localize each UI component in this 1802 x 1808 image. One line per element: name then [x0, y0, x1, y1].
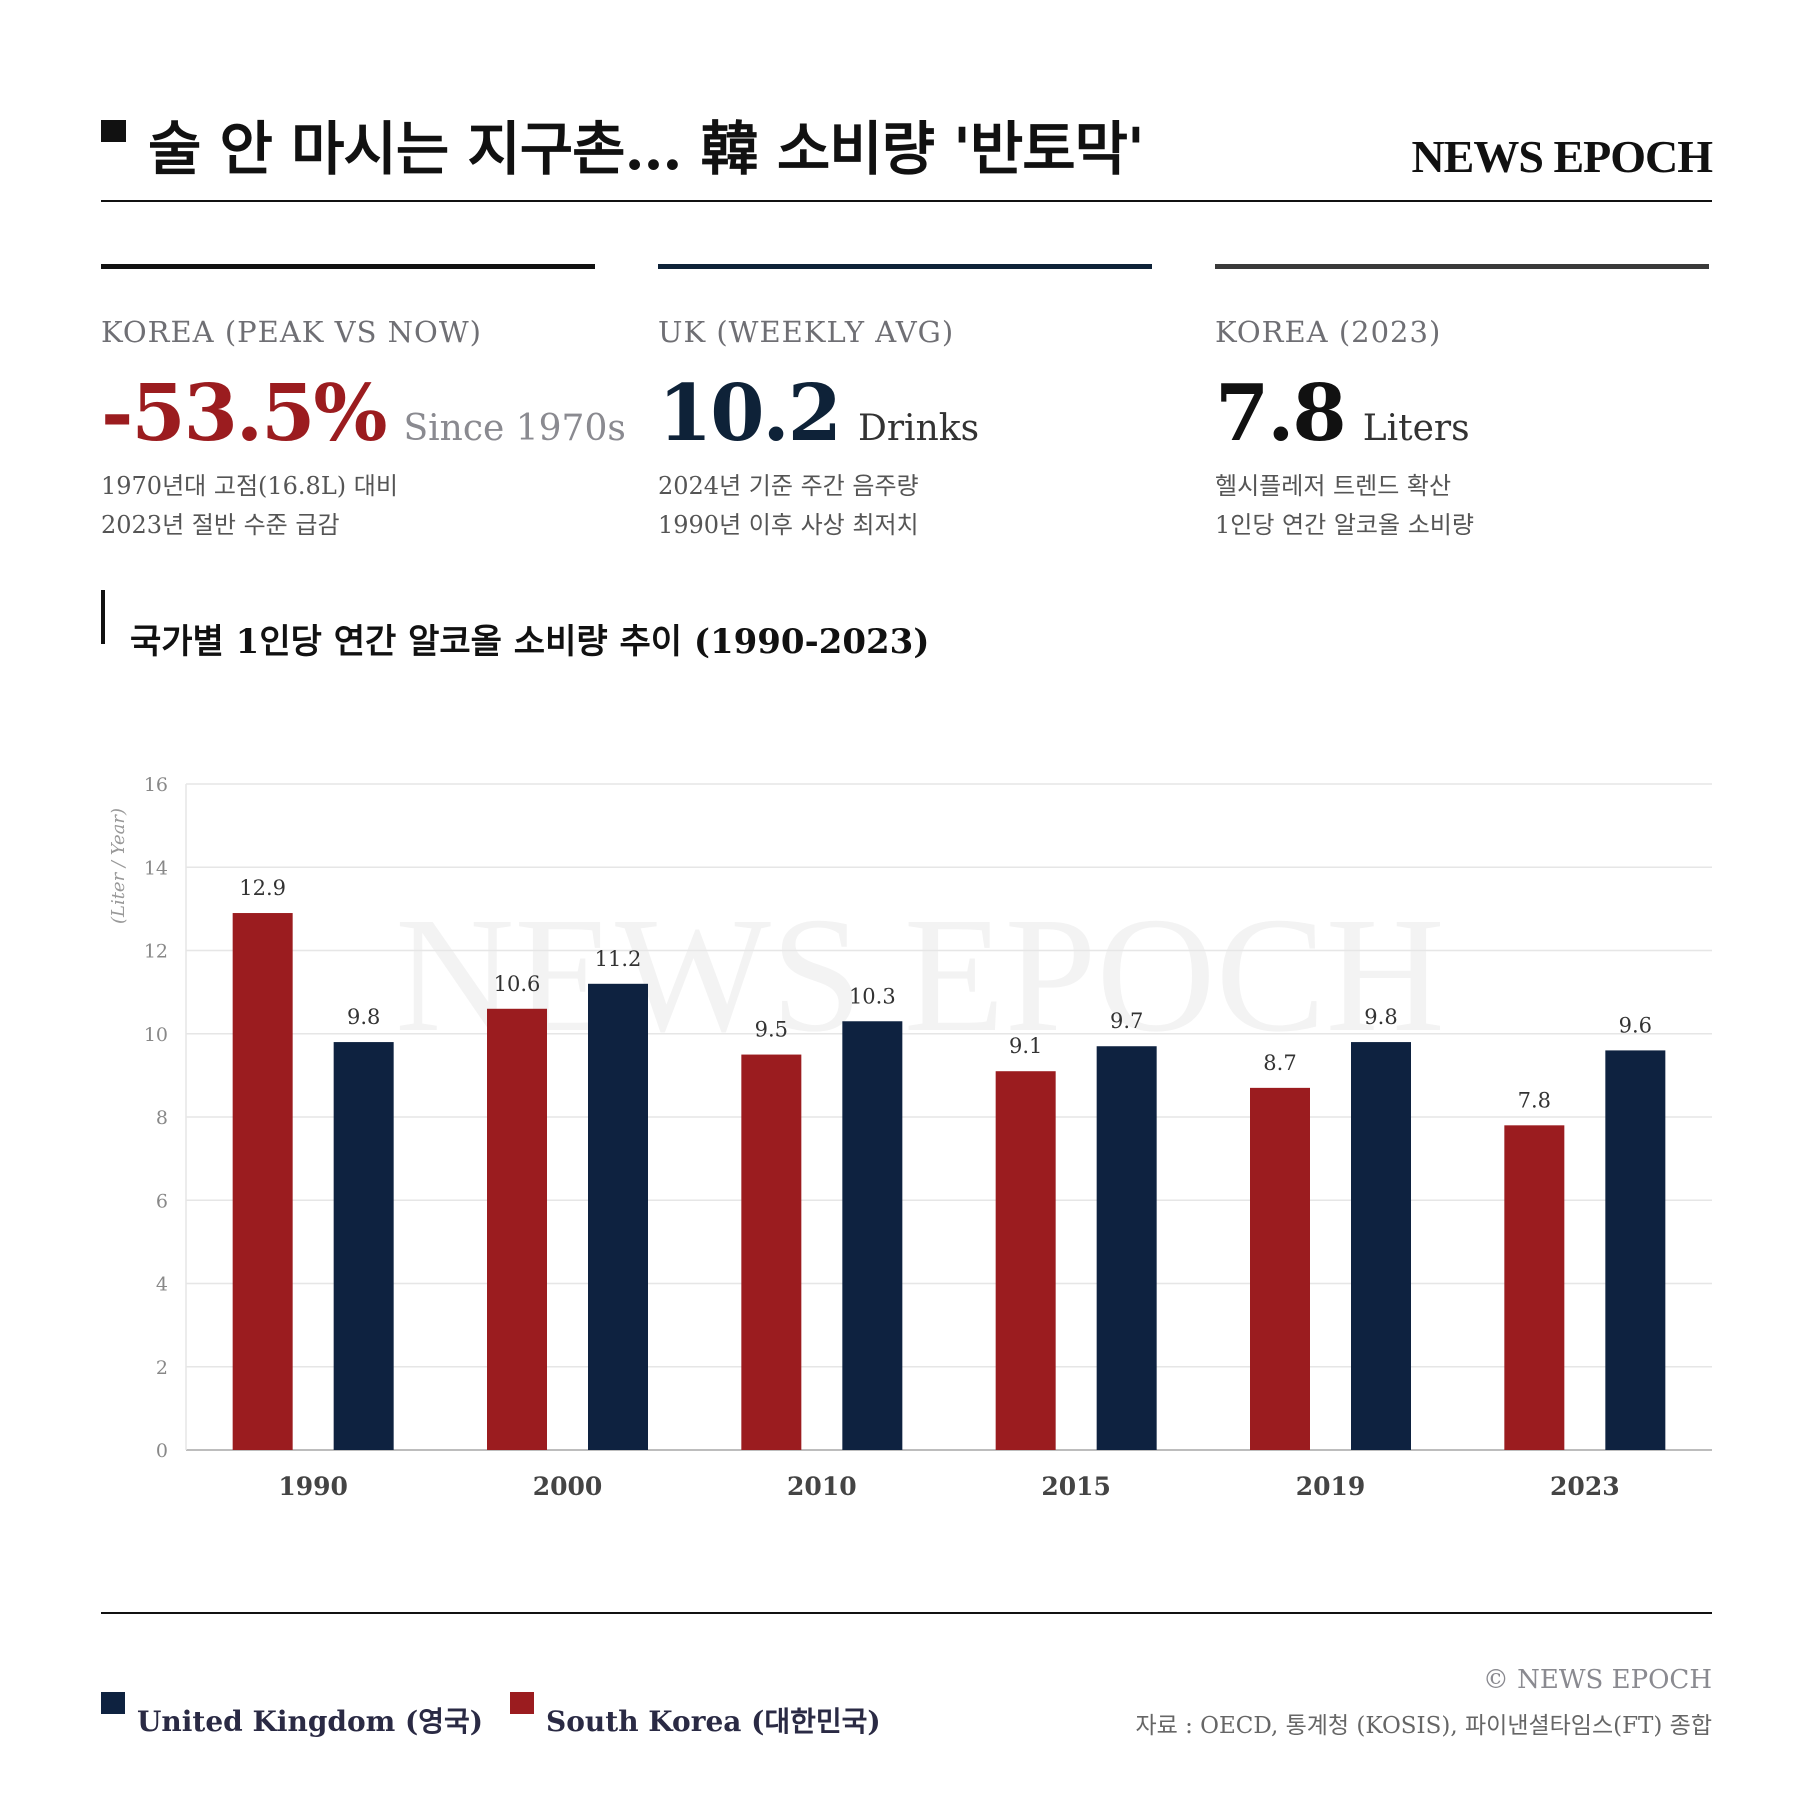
legend-label-korea: South Korea (대한민국): [546, 1705, 881, 1738]
bar: [232, 913, 293, 1450]
data-label: 9.8: [347, 1005, 380, 1029]
card-note: 2023년 절반 수준 급감: [101, 511, 340, 539]
y-tick-label: 10: [144, 1024, 168, 1046]
legend-swatch-korea: [510, 1692, 534, 1714]
title-marker-square: [101, 120, 126, 142]
data-label: 10.6: [494, 972, 541, 996]
card-rule: [101, 264, 595, 269]
y-tick-label: 14: [144, 857, 168, 879]
header-divider: [101, 200, 1712, 202]
stat-card-korea-peak: KOREA (PEAK VS NOW) -53.5% Since 1970s 1…: [101, 264, 626, 545]
legend-label-uk: United Kingdom (영국): [137, 1705, 484, 1738]
y-tick-label: 12: [144, 941, 168, 963]
bar: [842, 1021, 903, 1450]
data-label: 9.5: [755, 1018, 788, 1042]
data-label: 8.7: [1263, 1051, 1296, 1075]
data-label: 9.8: [1364, 1005, 1397, 1029]
card-unit: Drinks: [857, 408, 980, 449]
source-text: 자료 : OECD, 통계청 (KOSIS), 파이낸셜타임스(FT) 종합: [1135, 1713, 1712, 1739]
section-marker-bar: [101, 590, 105, 644]
card-note: 1990년 이후 사상 최저치: [658, 511, 919, 539]
card-rule: [1215, 264, 1709, 269]
card-label: KOREA (2023): [1215, 315, 1442, 349]
watermark-text: NEWS EPOCH: [395, 883, 1445, 1066]
y-tick-label: 0: [156, 1440, 168, 1462]
x-tick-label: 2010: [787, 1472, 857, 1501]
y-tick-label: 6: [156, 1190, 168, 1212]
y-axis-label: (Liter / Year): [108, 808, 129, 924]
card-note: 헬시플레저 트렌드 확산: [1215, 472, 1452, 500]
card-note: 1970년대 고점(16.8L) 대비: [101, 472, 398, 500]
card-unit: Since 1970s: [403, 408, 626, 449]
card-unit: Liters: [1362, 408, 1470, 449]
card-value: -53.5%: [101, 368, 387, 459]
y-tick-label: 8: [156, 1107, 168, 1129]
x-tick-label: 2019: [1296, 1472, 1366, 1501]
chart-title: 국가별 1인당 연간 알코올 소비량 추이 (1990-2023): [130, 622, 930, 662]
card-value: 10.2: [658, 368, 842, 459]
bar: [995, 1071, 1056, 1450]
card-label: UK (WEEKLY AVG): [658, 315, 955, 349]
data-label: 9.7: [1110, 1009, 1143, 1033]
bar: [487, 1008, 547, 1450]
x-tick-label: 1990: [278, 1472, 348, 1501]
data-label: 7.8: [1518, 1088, 1551, 1112]
legend-swatch-uk: [101, 1692, 125, 1714]
bar: [1351, 1042, 1411, 1450]
bar: [1096, 1046, 1157, 1450]
card-label: KOREA (PEAK VS NOW): [101, 315, 482, 349]
footer-divider: [101, 1612, 1712, 1614]
y-tick-label: 16: [144, 774, 168, 796]
data-label: 9.6: [1619, 1013, 1652, 1037]
x-tick-label: 2000: [533, 1472, 603, 1501]
card-rule: [658, 264, 1152, 269]
brand-logo: NEWS EPOCH: [1411, 131, 1713, 182]
data-label: 12.9: [239, 876, 286, 900]
card-note: 2024년 기준 주간 음주량: [658, 472, 919, 500]
page-title: 술 안 마시는 지구촌… 韓 소비량 '반토막': [148, 115, 1145, 183]
x-tick-label: 2023: [1550, 1472, 1620, 1501]
stat-card-korea-2023: KOREA (2023) 7.8 Liters 헬시플레저 트렌드 확산 1인당…: [1215, 264, 1709, 545]
copyright-text: © NEWS EPOCH: [1482, 1665, 1712, 1695]
y-tick-label: 2: [156, 1357, 168, 1379]
bar: [1250, 1087, 1310, 1450]
bar: [1504, 1125, 1565, 1450]
stat-card-uk-weekly: UK (WEEKLY AVG) 10.2 Drinks 2024년 기준 주간 …: [658, 264, 1152, 545]
y-tick-label: 4: [156, 1274, 168, 1296]
card-note: 1인당 연간 알코올 소비량: [1215, 511, 1474, 539]
data-label: 10.3: [849, 984, 896, 1008]
bar: [588, 983, 648, 1450]
x-tick-label: 2015: [1041, 1472, 1111, 1501]
data-label: 9.1: [1009, 1034, 1042, 1058]
data-label: 11.2: [595, 947, 642, 971]
bar: [333, 1042, 394, 1450]
bar: [741, 1054, 802, 1450]
card-value: 7.8: [1215, 368, 1347, 459]
bar: [1605, 1050, 1666, 1450]
